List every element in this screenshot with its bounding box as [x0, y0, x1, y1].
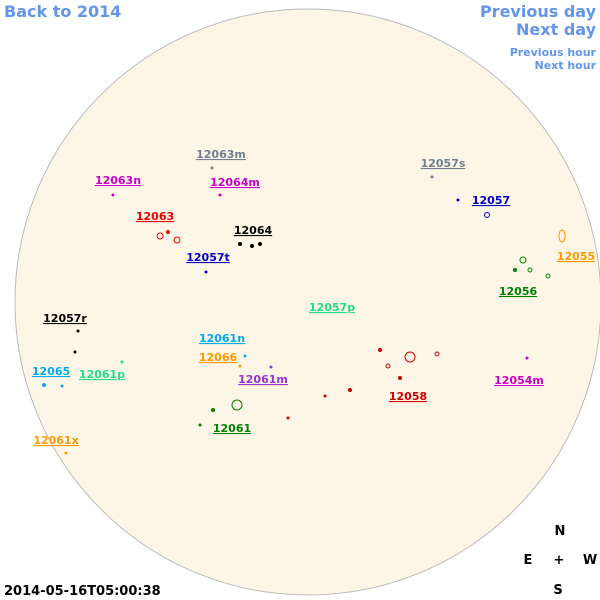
region-label[interactable]: 12054m [494, 374, 544, 387]
previous-hour-link[interactable]: Previous hour [510, 46, 597, 59]
sunspot [76, 329, 80, 333]
next-day-link[interactable]: Next day [516, 20, 597, 39]
sunspot [385, 363, 391, 369]
region-label[interactable]: 12061 [213, 422, 251, 435]
region-label[interactable]: 12057 [472, 194, 510, 207]
timestamp: 2014-05-16T05:00:38 [4, 584, 161, 599]
sunspot [348, 388, 352, 392]
sunspot [198, 423, 202, 427]
sunspot [378, 348, 382, 352]
region-label[interactable]: 12057t [186, 251, 230, 264]
region-label[interactable]: 12064 [234, 224, 273, 237]
region-label[interactable]: 12064m [210, 176, 260, 189]
compass-north: N [555, 524, 566, 539]
sunspot [558, 229, 566, 243]
sunspot [250, 244, 254, 248]
sunspot [218, 193, 222, 197]
compass-center: + [554, 553, 565, 568]
region-label[interactable]: 12063 [136, 210, 174, 223]
sunspot [120, 360, 124, 364]
sunspot [64, 451, 68, 455]
sunspot [211, 408, 215, 412]
sunspot [323, 394, 327, 398]
region-label[interactable]: 12061n [199, 332, 245, 345]
sunspot [111, 193, 115, 197]
region-label[interactable]: 12057p [309, 301, 355, 314]
sunspot [484, 212, 490, 218]
sunspot [404, 351, 416, 363]
region-label[interactable]: 12065 [32, 365, 70, 378]
sunspot [231, 399, 243, 411]
sunspot [398, 376, 402, 380]
sunspot [156, 232, 164, 240]
next-hour-link[interactable]: Next hour [535, 59, 597, 72]
sunspot [243, 354, 247, 358]
region-label[interactable]: 12061p [79, 368, 125, 381]
sunspot [173, 236, 181, 244]
sunspot [513, 268, 517, 272]
solar-disk [14, 8, 600, 596]
sunspot [204, 270, 208, 274]
back-link[interactable]: Back to 2014 [4, 2, 121, 21]
sunspot [258, 242, 262, 246]
sunspot [73, 350, 77, 354]
region-label[interactable]: 12061x [33, 434, 78, 447]
region-label[interactable]: 12066 [199, 351, 238, 364]
region-label[interactable]: 12056 [499, 285, 538, 298]
sunspot [430, 175, 434, 179]
sunspot [527, 267, 533, 273]
region-label[interactable]: 12063n [95, 174, 141, 187]
sunspot [238, 242, 242, 246]
region-label[interactable]: 12057r [43, 312, 87, 325]
sunspot [238, 364, 242, 368]
sunspot [166, 230, 170, 234]
sunspot [519, 256, 527, 264]
region-label[interactable]: 12063m [196, 148, 246, 161]
sunspot [286, 416, 290, 420]
sunspot [545, 273, 551, 279]
region-label[interactable]: 12057s [421, 157, 466, 170]
region-label[interactable]: 12061m [238, 373, 288, 386]
sunspot [210, 166, 214, 170]
sunspot [525, 356, 529, 360]
compass-south: S [553, 583, 562, 598]
region-label[interactable]: 12055 [557, 250, 595, 263]
compass-east: E [524, 553, 533, 568]
previous-day-link[interactable]: Previous day [480, 2, 597, 21]
compass-west: W [583, 553, 597, 568]
region-label[interactable]: 12058 [389, 390, 427, 403]
sunspot [434, 351, 440, 357]
sunspot [456, 198, 460, 202]
sunspot [269, 365, 273, 369]
sunspot [60, 384, 64, 388]
sunspot [42, 383, 46, 387]
